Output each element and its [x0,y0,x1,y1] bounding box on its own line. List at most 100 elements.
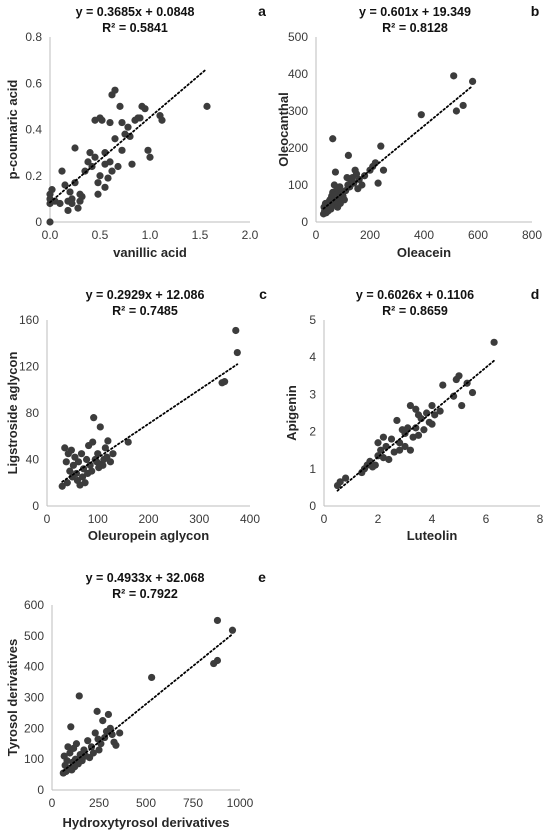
chart-panel-d: 0 2 4 6 8 0 1 2 3 4 5 Luteolin Apigenin y = 0.6026x +… [284,286,544,543]
scatter-point [414,431,423,439]
y-tick-label: 300 [24,691,44,705]
scatter-point [84,737,92,745]
scatter-point [75,692,83,700]
scatter-point [144,146,152,154]
scatter-point [81,167,89,175]
scatter-point [96,172,104,180]
scatter-point [136,114,144,122]
scatter-point [428,401,436,410]
y-tick-label: 0.8 [25,30,42,44]
x-axis-title: vanillic acid [113,245,187,260]
x-tick-label: 0.5 [92,228,109,242]
trendline [49,68,207,204]
chart-panel-c: 0 100 200 300 400 0 40 80 120 160 Oleuropein aglyc… [5,286,267,543]
scatter-point [374,439,382,447]
scatter-point [468,388,477,397]
scatter-point [431,411,439,419]
y-tick-label: 0.4 [25,123,42,137]
scatter-point [108,167,116,175]
x-axis-title: Luteolin [407,528,458,543]
scatter-point [86,461,94,469]
y-axis-title: Ligstroside aglycon [5,352,20,475]
scatter-point [90,414,98,422]
panel-letter: b [531,3,540,19]
scatter-point [455,372,463,380]
scatter-point [104,174,112,182]
x-tick-label: 400 [414,228,434,242]
trendline [61,363,239,483]
scatter-point [58,482,66,490]
y-tick-label: 100 [288,178,308,192]
scatter-point [387,435,396,443]
x-tick-label: 200 [360,228,380,242]
scatter-point [233,348,241,357]
scatter-point [91,729,99,737]
x-tick-label: 0 [321,512,328,526]
scatter-point [78,473,87,481]
y-axis-title: Tyrosol derivatives [5,639,20,757]
scatter-point [64,206,72,215]
scatter-point [420,426,428,434]
panel-letter: a [258,3,266,19]
y-tick-label: 3 [309,387,316,401]
x-tick-label: 400 [240,512,260,526]
trendline-equation: y = 0.3685x + 0.0848 [76,5,195,19]
x-axis-title: Oleacein [397,245,451,260]
y-tick-label: 0 [301,215,308,229]
scatter-point [213,616,222,625]
panel-letter: e [258,569,266,585]
r-squared-label: R² = 0.5841 [102,21,168,35]
y-tick-label: 200 [24,721,44,735]
scatter-point [64,743,72,751]
scatter-point [146,153,154,161]
x-tick-label: 750 [183,796,203,810]
scatter-point [340,196,348,204]
x-tick-label: 0 [313,228,320,242]
scatter-point [379,433,387,441]
scatter-point [124,123,132,131]
scatter-point [428,420,436,428]
y-tick-label: 200 [288,141,308,155]
scatter-point [111,86,119,94]
scatter-point [69,461,77,469]
scatter-point [61,444,69,452]
y-axis-title: Oleocanthal [276,92,291,166]
y-axis-title: Apigenin [284,385,299,441]
scatter-point [404,424,412,432]
scatter-point [336,183,344,191]
scatter-point [148,673,156,682]
trendline [336,359,496,492]
chart-panel-a: 0.0 0.5 1.0 1.5 2.0 0 0.2 0.4 0.6 0.8 vanillic aci… [5,3,266,260]
scatter-point [81,479,89,487]
y-axis-title: p-coumaric acid [5,80,20,180]
x-axis-title: Hydroxytyrosol derivatives [63,815,230,830]
scatter-point [377,446,385,454]
scatter-point [213,656,222,665]
x-tick-label: 2 [375,512,382,526]
chart-panel-e: 0 250 500 750 1000 0 100 200 300 400 500 600 Hydroxy… [5,569,266,830]
scatter-point [158,116,166,124]
scatter-point [94,450,102,458]
y-tick-label: 0 [32,499,39,513]
scatter-point [66,467,74,475]
scatter-point [99,461,107,469]
panel-letter: c [259,286,267,302]
scatter-point [450,392,458,400]
scatter-point [88,467,96,475]
x-tick-label: 6 [483,512,490,526]
scatter-point [72,740,81,748]
scatter-point [203,102,211,110]
scatter-point [104,437,112,445]
scatter-point [78,192,86,201]
x-tick-label: 1.5 [192,228,209,242]
scatter-point [128,160,136,168]
scatter-point [61,181,69,189]
y-tick-label: 1 [309,462,316,476]
scatter-point [393,416,401,425]
scatter-point [106,458,115,466]
scatter-point [67,446,75,454]
y-tick-label: 40 [26,453,40,467]
scatter-point [101,183,109,191]
x-tick-label: 500 [136,796,156,810]
scatter-point [379,454,387,462]
